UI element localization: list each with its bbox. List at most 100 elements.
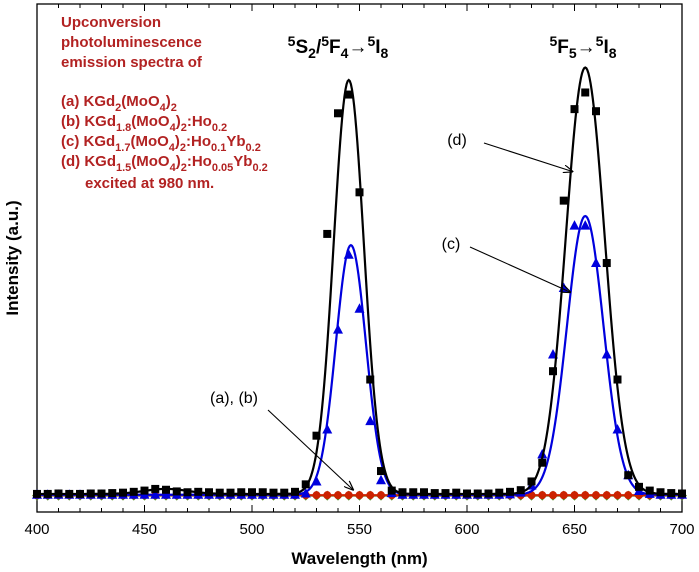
data-point [549, 367, 557, 376]
legend-entry-d: (d) KGd1.5(MoO4)2:Ho0.05Yb0.2 [61, 153, 268, 174]
data-point [667, 489, 676, 498]
data-point [635, 482, 643, 491]
data-point [183, 488, 192, 497]
data-point [580, 220, 591, 230]
data-point [280, 488, 289, 497]
data-point [538, 491, 547, 500]
data-point [484, 489, 493, 498]
data-point [591, 257, 601, 268]
legend-entry-b: (b) KGd1.8(MoO4)2:Ho0.2 [61, 113, 227, 134]
data-point [108, 489, 117, 498]
data-point [366, 491, 375, 500]
data-point [420, 488, 428, 497]
plot-frame [36, 3, 683, 513]
legend-heading-line: photoluminescence [61, 34, 202, 51]
data-point [76, 489, 84, 498]
data-point [343, 249, 354, 259]
x-tick-label: 450 [132, 521, 157, 538]
data-point [570, 491, 579, 500]
data-point [656, 488, 665, 497]
data-point [538, 458, 547, 467]
data-point [387, 486, 396, 495]
data-point [269, 488, 278, 497]
peak-label: 5S2/5F4→5I8 [288, 33, 389, 61]
data-point [516, 486, 525, 495]
data-point [86, 489, 95, 498]
data-point [559, 196, 568, 205]
data-point [355, 188, 364, 197]
legend-heading-line: emission spectra of [61, 54, 203, 71]
data-point [601, 349, 612, 359]
annotation-arrow [469, 246, 570, 292]
data-point [322, 423, 333, 434]
data-point [237, 488, 246, 497]
data-point [624, 471, 633, 480]
data-point [365, 415, 376, 426]
data-point [592, 491, 600, 500]
data-point [162, 485, 170, 494]
data-point [215, 488, 224, 497]
data-point [430, 489, 439, 498]
data-point [602, 259, 611, 268]
data-point [300, 488, 311, 498]
data-point [355, 491, 364, 500]
data-point [570, 105, 579, 114]
x-tick-label: 550 [347, 521, 372, 538]
peak-label: 5F5→5I8 [549, 33, 616, 61]
data-point [527, 477, 536, 486]
data-point [612, 423, 623, 434]
data-point [366, 375, 375, 384]
data-point [344, 491, 353, 500]
series-d [33, 66, 686, 498]
x-tick-label: 700 [669, 521, 694, 538]
x-tick-label: 400 [24, 521, 49, 538]
x-tick-label: 600 [454, 521, 479, 538]
annotation-arrow [267, 409, 353, 490]
data-point [312, 431, 321, 440]
data-point [129, 487, 138, 496]
data-point [323, 491, 332, 500]
data-point [161, 489, 171, 499]
legend-entry-c: (c) KGd1.7(MoO4)2:Ho0.1Yb0.2 [61, 133, 261, 154]
data-point [172, 487, 181, 496]
data-point [291, 487, 299, 496]
legend-entry-a: (a) KGd2(MoO4)2 [61, 93, 177, 114]
data-point [194, 487, 203, 496]
annotation-label: (c) [442, 236, 461, 253]
data-point [613, 375, 622, 384]
data-point [312, 491, 321, 500]
data-point [559, 491, 568, 500]
data-point [205, 488, 213, 497]
data-point [581, 491, 590, 500]
data-point [613, 491, 622, 500]
series-c [32, 214, 687, 499]
data-point [452, 488, 461, 497]
data-point [43, 489, 52, 498]
legend-heading-line: Upconversion [61, 14, 161, 31]
x-tick-label: 500 [239, 521, 264, 538]
data-point [334, 109, 342, 118]
data-point [549, 491, 557, 500]
data-point [592, 107, 600, 116]
data-point [495, 488, 504, 497]
y-axis-title: Intensity (a.u.) [3, 200, 22, 315]
data-point [258, 488, 267, 497]
data-point [311, 475, 322, 486]
x-axis-title: Wavelength (nm) [291, 549, 427, 568]
x-tick-label: 650 [562, 521, 587, 538]
data-point [119, 488, 127, 497]
annotation-arrow [483, 142, 572, 172]
annotation-label: (a), (b) [210, 390, 258, 407]
legend-footer: excited at 980 nm. [85, 175, 214, 192]
data-point [581, 88, 590, 97]
data-point [473, 489, 482, 498]
data-point [678, 489, 686, 498]
data-point [506, 487, 514, 496]
data-point [150, 489, 161, 499]
data-point [54, 489, 63, 498]
data-point [344, 90, 353, 99]
data-point [33, 489, 41, 498]
data-point [645, 486, 654, 495]
data-point [354, 303, 365, 313]
